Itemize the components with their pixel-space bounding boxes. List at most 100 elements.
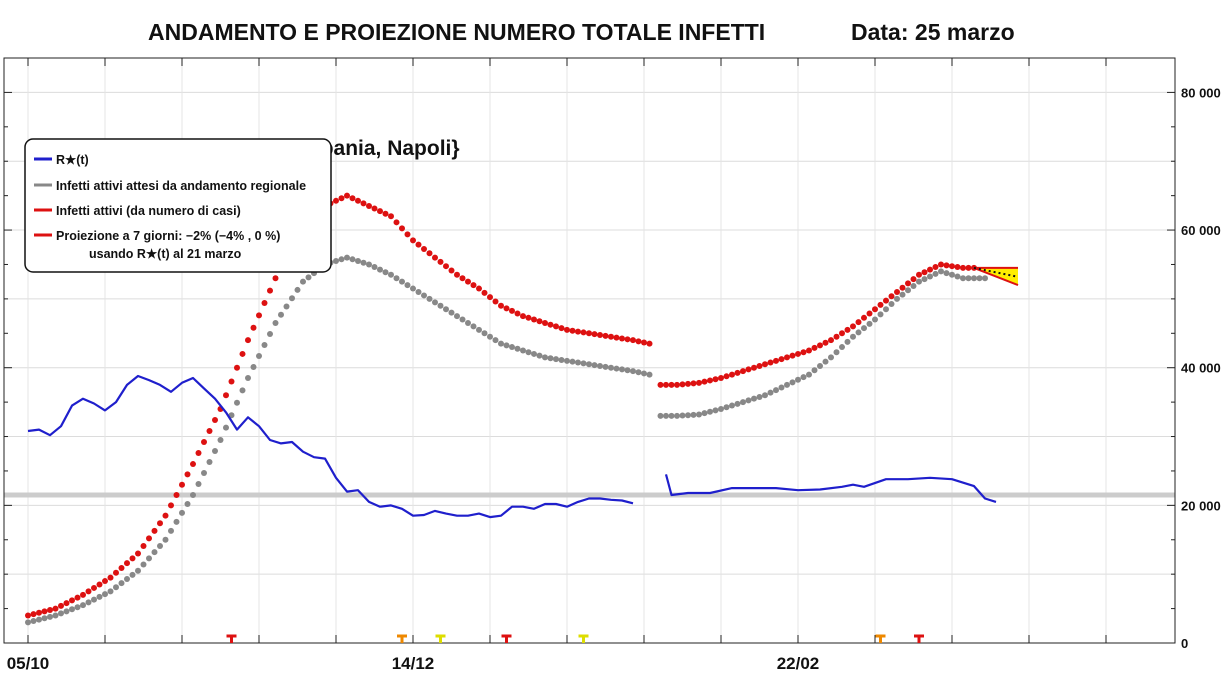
- active-series-2-point: [927, 266, 933, 273]
- expected-series-point: [635, 369, 642, 376]
- expected-series-point: [564, 357, 570, 364]
- event-marker-red: [501, 634, 512, 643]
- active-series-2-point: [734, 369, 741, 376]
- expected-series-point: [509, 344, 515, 351]
- expected-series-point: [91, 596, 97, 603]
- expected-series-2-point: [943, 270, 950, 277]
- expected-series-point: [580, 360, 587, 367]
- active-series-point: [151, 527, 158, 534]
- expected-series-point: [272, 319, 279, 326]
- active-series-2-point: [910, 276, 917, 283]
- expected-series-point: [124, 575, 130, 582]
- active-series-point: [333, 197, 339, 204]
- x-tick-label: 14/12: [392, 654, 435, 673]
- expected-series-2-point: [855, 329, 862, 336]
- expected-series-2-point: [773, 387, 779, 394]
- expected-series-point: [586, 361, 592, 368]
- expected-series-point: [421, 292, 427, 299]
- active-series-2-point: [899, 284, 906, 291]
- active-series-point: [201, 439, 207, 446]
- active-series-point: [36, 609, 42, 616]
- expected-series-point: [217, 436, 224, 443]
- expected-series-point: [140, 561, 147, 568]
- plot-frame: [3, 57, 1176, 644]
- expected-series-point: [201, 470, 207, 477]
- active-series-point: [443, 263, 449, 270]
- active-series-point: [168, 502, 174, 509]
- expected-series-point: [514, 345, 521, 352]
- expected-series-point: [382, 269, 389, 276]
- active-series-point: [85, 588, 92, 595]
- expected-series-point: [443, 306, 449, 313]
- active-series-point: [366, 202, 372, 209]
- active-series-point: [360, 200, 367, 207]
- active-series-2-point: [965, 264, 972, 271]
- event-marker-red: [226, 634, 237, 643]
- expected-series-point: [525, 349, 532, 356]
- expected-series-point: [536, 352, 543, 359]
- expected-series-2-point: [927, 273, 933, 280]
- expected-series-point: [157, 542, 163, 549]
- expected-series-point: [646, 371, 653, 378]
- expected-series-point: [498, 340, 504, 347]
- expected-series-2-point: [800, 374, 807, 381]
- expected-series-point: [168, 527, 174, 534]
- expected-series-point: [283, 303, 290, 310]
- expected-series-2-point: [866, 320, 873, 327]
- event-marker-yellow: [435, 634, 446, 643]
- expected-series-point: [399, 278, 405, 285]
- expected-series-point: [454, 313, 460, 320]
- active-series-2-point: [960, 264, 966, 271]
- active-series-2-point: [932, 264, 939, 271]
- active-series-point: [157, 520, 163, 527]
- expected-series-point: [162, 536, 169, 543]
- axis-ticks: 0 20 000 40 000 60 000 80 000 05/10 14/12 22/02: [4, 58, 1221, 673]
- active-series-2-point: [789, 352, 796, 359]
- expected-series-point: [294, 286, 301, 293]
- active-series-2-point: [806, 347, 812, 354]
- active-series-2-point: [877, 301, 884, 308]
- expected-series-point: [80, 602, 86, 609]
- expected-series-point: [85, 599, 92, 606]
- active-series-point: [234, 364, 240, 371]
- expected-series-point: [333, 258, 339, 265]
- expected-series-point: [41, 615, 48, 622]
- active-series-point: [30, 611, 37, 618]
- expected-series-2-point: [828, 354, 834, 361]
- expected-series-point: [63, 608, 70, 615]
- expected-series-point: [261, 341, 268, 348]
- active-series-point: [355, 197, 361, 204]
- active-series-point: [393, 219, 400, 226]
- expected-series-point: [338, 256, 345, 263]
- active-series-point: [382, 210, 389, 217]
- active-series-point: [509, 307, 515, 314]
- active-series-point: [399, 225, 405, 232]
- expected-series-point: [245, 375, 251, 382]
- y-tick-label: 40 000: [1181, 361, 1221, 376]
- active-series-point: [206, 428, 213, 435]
- expected-series: [25, 254, 653, 626]
- active-series-2-point: [674, 381, 680, 388]
- active-series-point: [47, 606, 53, 613]
- expected-series-2-point: [690, 411, 697, 418]
- expected-series-point: [52, 612, 59, 619]
- expected-series-point: [349, 256, 356, 263]
- active-series-point: [459, 275, 466, 282]
- active-series-2-point: [872, 306, 878, 313]
- event-marker-orange: [875, 634, 886, 643]
- active-series-point: [630, 337, 636, 344]
- active-series-point: [498, 302, 504, 309]
- expected-series-2-point: [861, 325, 867, 332]
- projection-lower: [973, 266, 1019, 287]
- expected-series-point: [74, 604, 81, 611]
- active-series-point: [514, 310, 521, 317]
- series-layer: [25, 192, 1019, 626]
- expected-series-point: [151, 549, 158, 556]
- expected-series-2: [657, 268, 988, 419]
- expected-series-point: [547, 355, 554, 362]
- active-series-point: [52, 605, 59, 612]
- active-series: [25, 192, 653, 619]
- expected-series-point: [613, 365, 620, 372]
- active-series-point: [432, 254, 438, 261]
- active-series-point: [641, 339, 647, 346]
